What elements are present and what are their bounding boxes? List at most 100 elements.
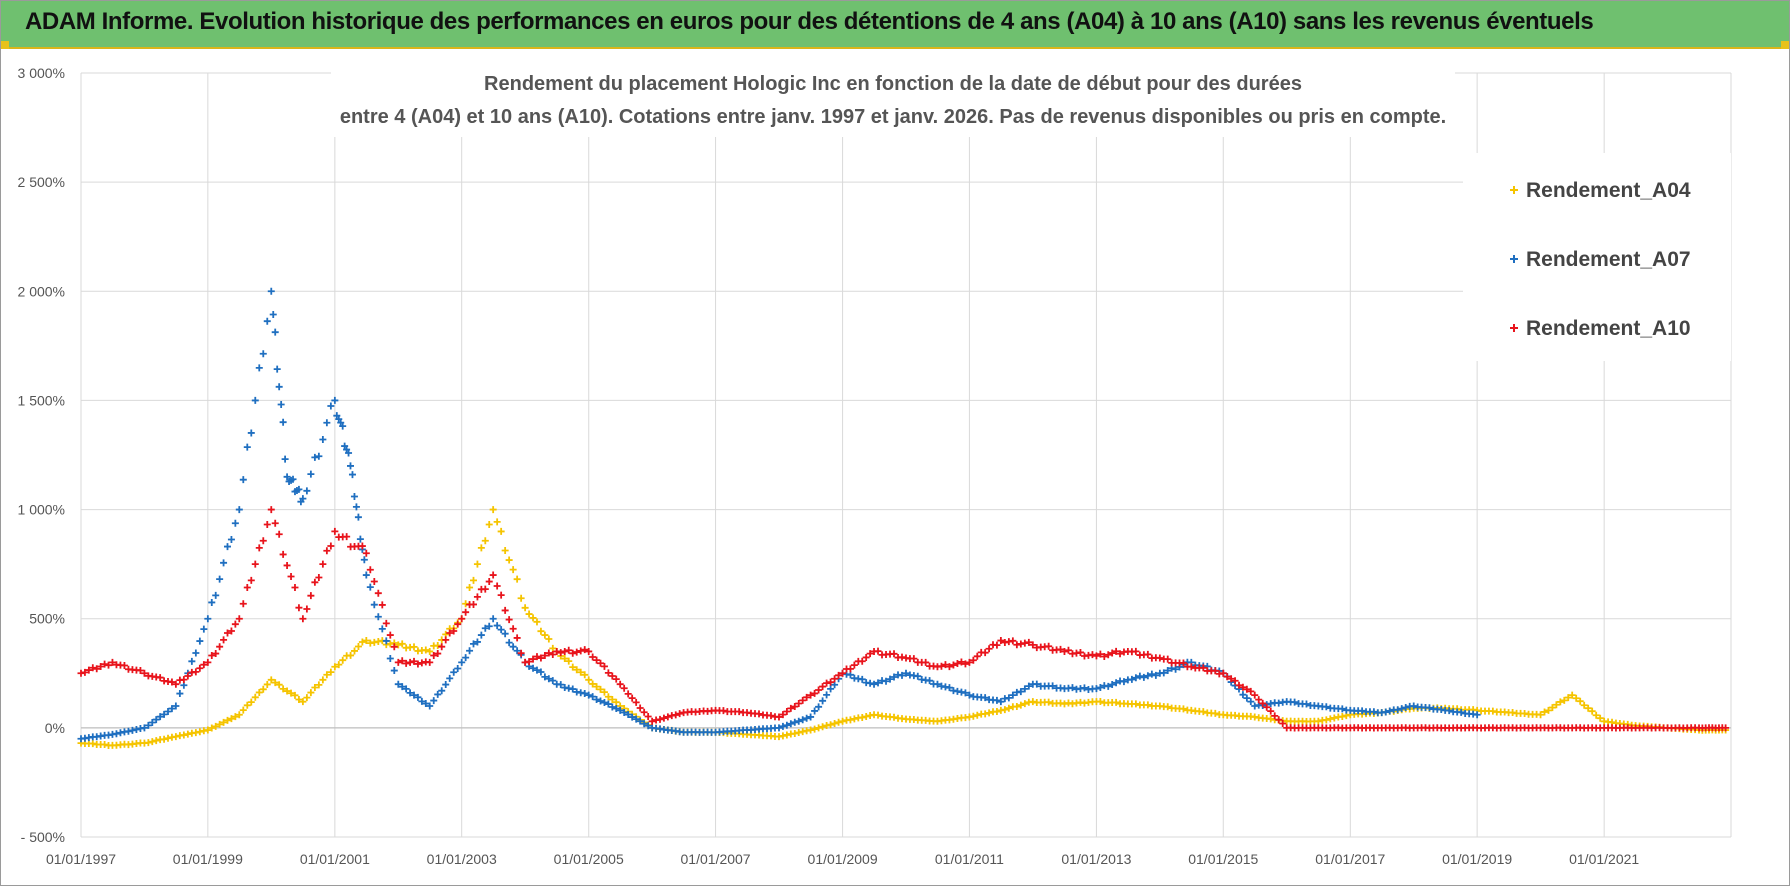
- interp-mark: [1076, 648, 1084, 656]
- interp-mark: [985, 645, 993, 653]
- interp-mark: [263, 521, 271, 529]
- interp-mark: [327, 402, 335, 410]
- interp-mark: [501, 546, 509, 554]
- interp-mark: [604, 693, 612, 701]
- data-point: [108, 658, 116, 666]
- interp-mark: [291, 583, 299, 591]
- interp-mark: [348, 471, 356, 479]
- interp-mark: [973, 711, 981, 719]
- interp-mark: [945, 663, 953, 671]
- interp-mark: [676, 710, 684, 718]
- interp-mark: [1322, 716, 1330, 724]
- interp-mark: [993, 696, 1001, 704]
- interp-mark: [327, 668, 335, 676]
- data-point: [1537, 711, 1545, 719]
- interp-mark: [831, 719, 839, 727]
- interp-mark: [1231, 677, 1239, 685]
- interp-mark: [513, 634, 521, 642]
- interp-mark: [275, 681, 283, 689]
- interp-mark: [1370, 708, 1378, 716]
- interp-mark: [307, 470, 315, 478]
- interp-mark: [1239, 691, 1247, 699]
- interp-mark: [269, 310, 277, 318]
- interp-mark: [1013, 703, 1021, 711]
- interp-mark: [378, 625, 386, 633]
- interp-mark: [283, 687, 291, 695]
- interp-mark: [1588, 707, 1596, 715]
- interp-mark: [402, 659, 410, 667]
- interp-mark: [831, 681, 839, 689]
- interp-mark: [247, 698, 255, 706]
- interp-mark: [573, 648, 581, 656]
- interp-mark: [624, 711, 632, 719]
- interp-mark: [231, 519, 239, 527]
- interp-mark: [188, 657, 196, 665]
- interp-mark: [366, 583, 374, 591]
- data-point: [585, 647, 593, 655]
- interp-mark: [277, 401, 285, 408]
- interp-mark: [823, 691, 831, 699]
- interp-mark: [1132, 674, 1140, 682]
- interp-mark: [208, 652, 216, 660]
- interp-mark: [287, 689, 295, 697]
- data-point: [299, 615, 307, 623]
- interp-mark: [632, 698, 640, 706]
- data-point: [489, 506, 497, 514]
- data-point: [172, 733, 180, 741]
- interp-mark: [319, 676, 327, 684]
- interp-mark: [259, 350, 267, 358]
- interp-mark: [1263, 703, 1271, 711]
- interp-mark: [311, 453, 319, 461]
- interp-mark: [640, 708, 648, 716]
- interp-mark: [1445, 707, 1453, 715]
- interp-mark: [438, 687, 446, 695]
- banner-corner-left: [1, 41, 9, 49]
- interp-mark: [1267, 700, 1275, 708]
- interp-mark: [243, 443, 251, 451]
- interp-mark: [311, 684, 319, 692]
- interp-mark: [581, 671, 589, 679]
- interp-mark: [473, 638, 481, 646]
- interp-mark: [1160, 669, 1168, 677]
- interp-mark: [1338, 705, 1346, 713]
- interp-mark: [941, 661, 949, 669]
- data-point: [426, 702, 434, 710]
- interp-mark: [281, 455, 289, 463]
- interp-mark: [275, 383, 283, 391]
- interp-mark: [1017, 688, 1025, 696]
- data-point: [267, 287, 275, 295]
- interp-mark: [656, 715, 664, 723]
- interp-mark: [354, 513, 362, 521]
- interp-mark: [200, 625, 208, 633]
- data-point: [902, 669, 910, 677]
- interp-mark: [1164, 667, 1172, 675]
- data-point: [235, 506, 243, 514]
- interp-mark: [1009, 637, 1017, 645]
- data-point: [839, 717, 847, 725]
- legend-marker: [1510, 255, 1518, 263]
- interp-mark: [469, 576, 477, 584]
- interp-mark: [569, 663, 577, 671]
- interp-mark: [1045, 698, 1053, 706]
- interp-mark: [799, 716, 807, 724]
- interp-mark: [1584, 704, 1592, 712]
- interp-mark: [192, 668, 200, 676]
- interp-mark: [874, 647, 882, 655]
- data-point: [172, 680, 180, 688]
- interp-mark: [1402, 704, 1410, 712]
- interp-mark: [589, 693, 597, 701]
- y-tick-label: 1 000%: [18, 502, 65, 518]
- legend-label: Rendement_A10: [1526, 317, 1691, 340]
- interp-mark: [132, 725, 140, 733]
- interp-mark: [1096, 698, 1104, 706]
- interp-mark: [81, 668, 89, 676]
- interp-mark: [517, 649, 525, 657]
- interp-mark: [239, 600, 247, 608]
- interp-mark: [589, 680, 597, 688]
- interp-mark: [295, 604, 303, 612]
- data-point: [1251, 702, 1259, 710]
- data-point: [1410, 702, 1418, 710]
- interp-mark: [315, 681, 323, 689]
- interp-mark: [454, 665, 462, 673]
